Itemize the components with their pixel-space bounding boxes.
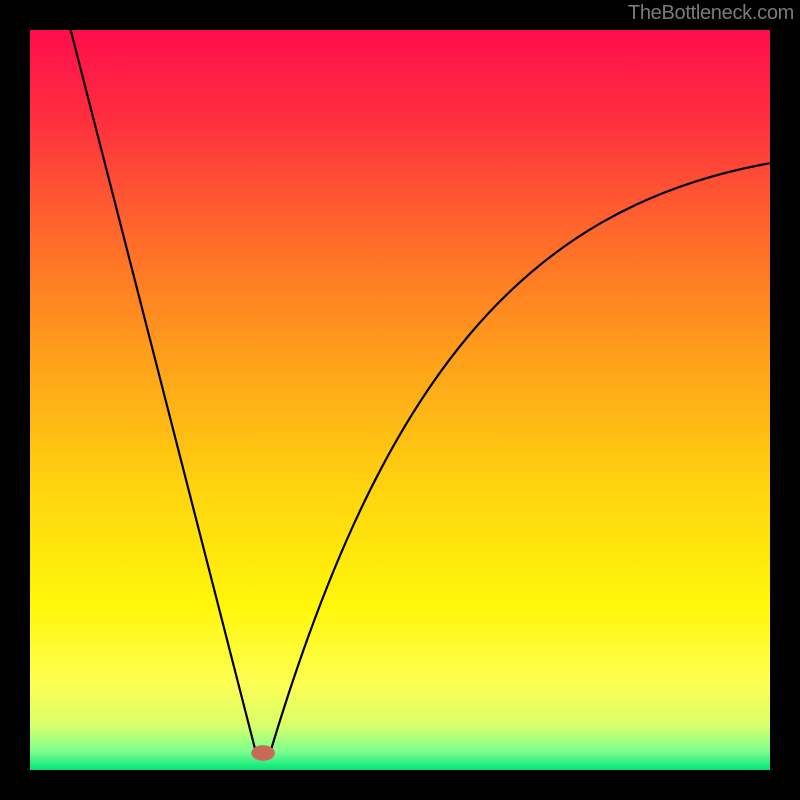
plot-gradient-bg	[30, 30, 770, 770]
chart-container: TheBottleneck.com	[0, 0, 800, 800]
bottleneck-chart	[0, 0, 800, 800]
watermark-text: TheBottleneck.com	[628, 2, 794, 25]
optimal-point-marker	[251, 745, 275, 761]
